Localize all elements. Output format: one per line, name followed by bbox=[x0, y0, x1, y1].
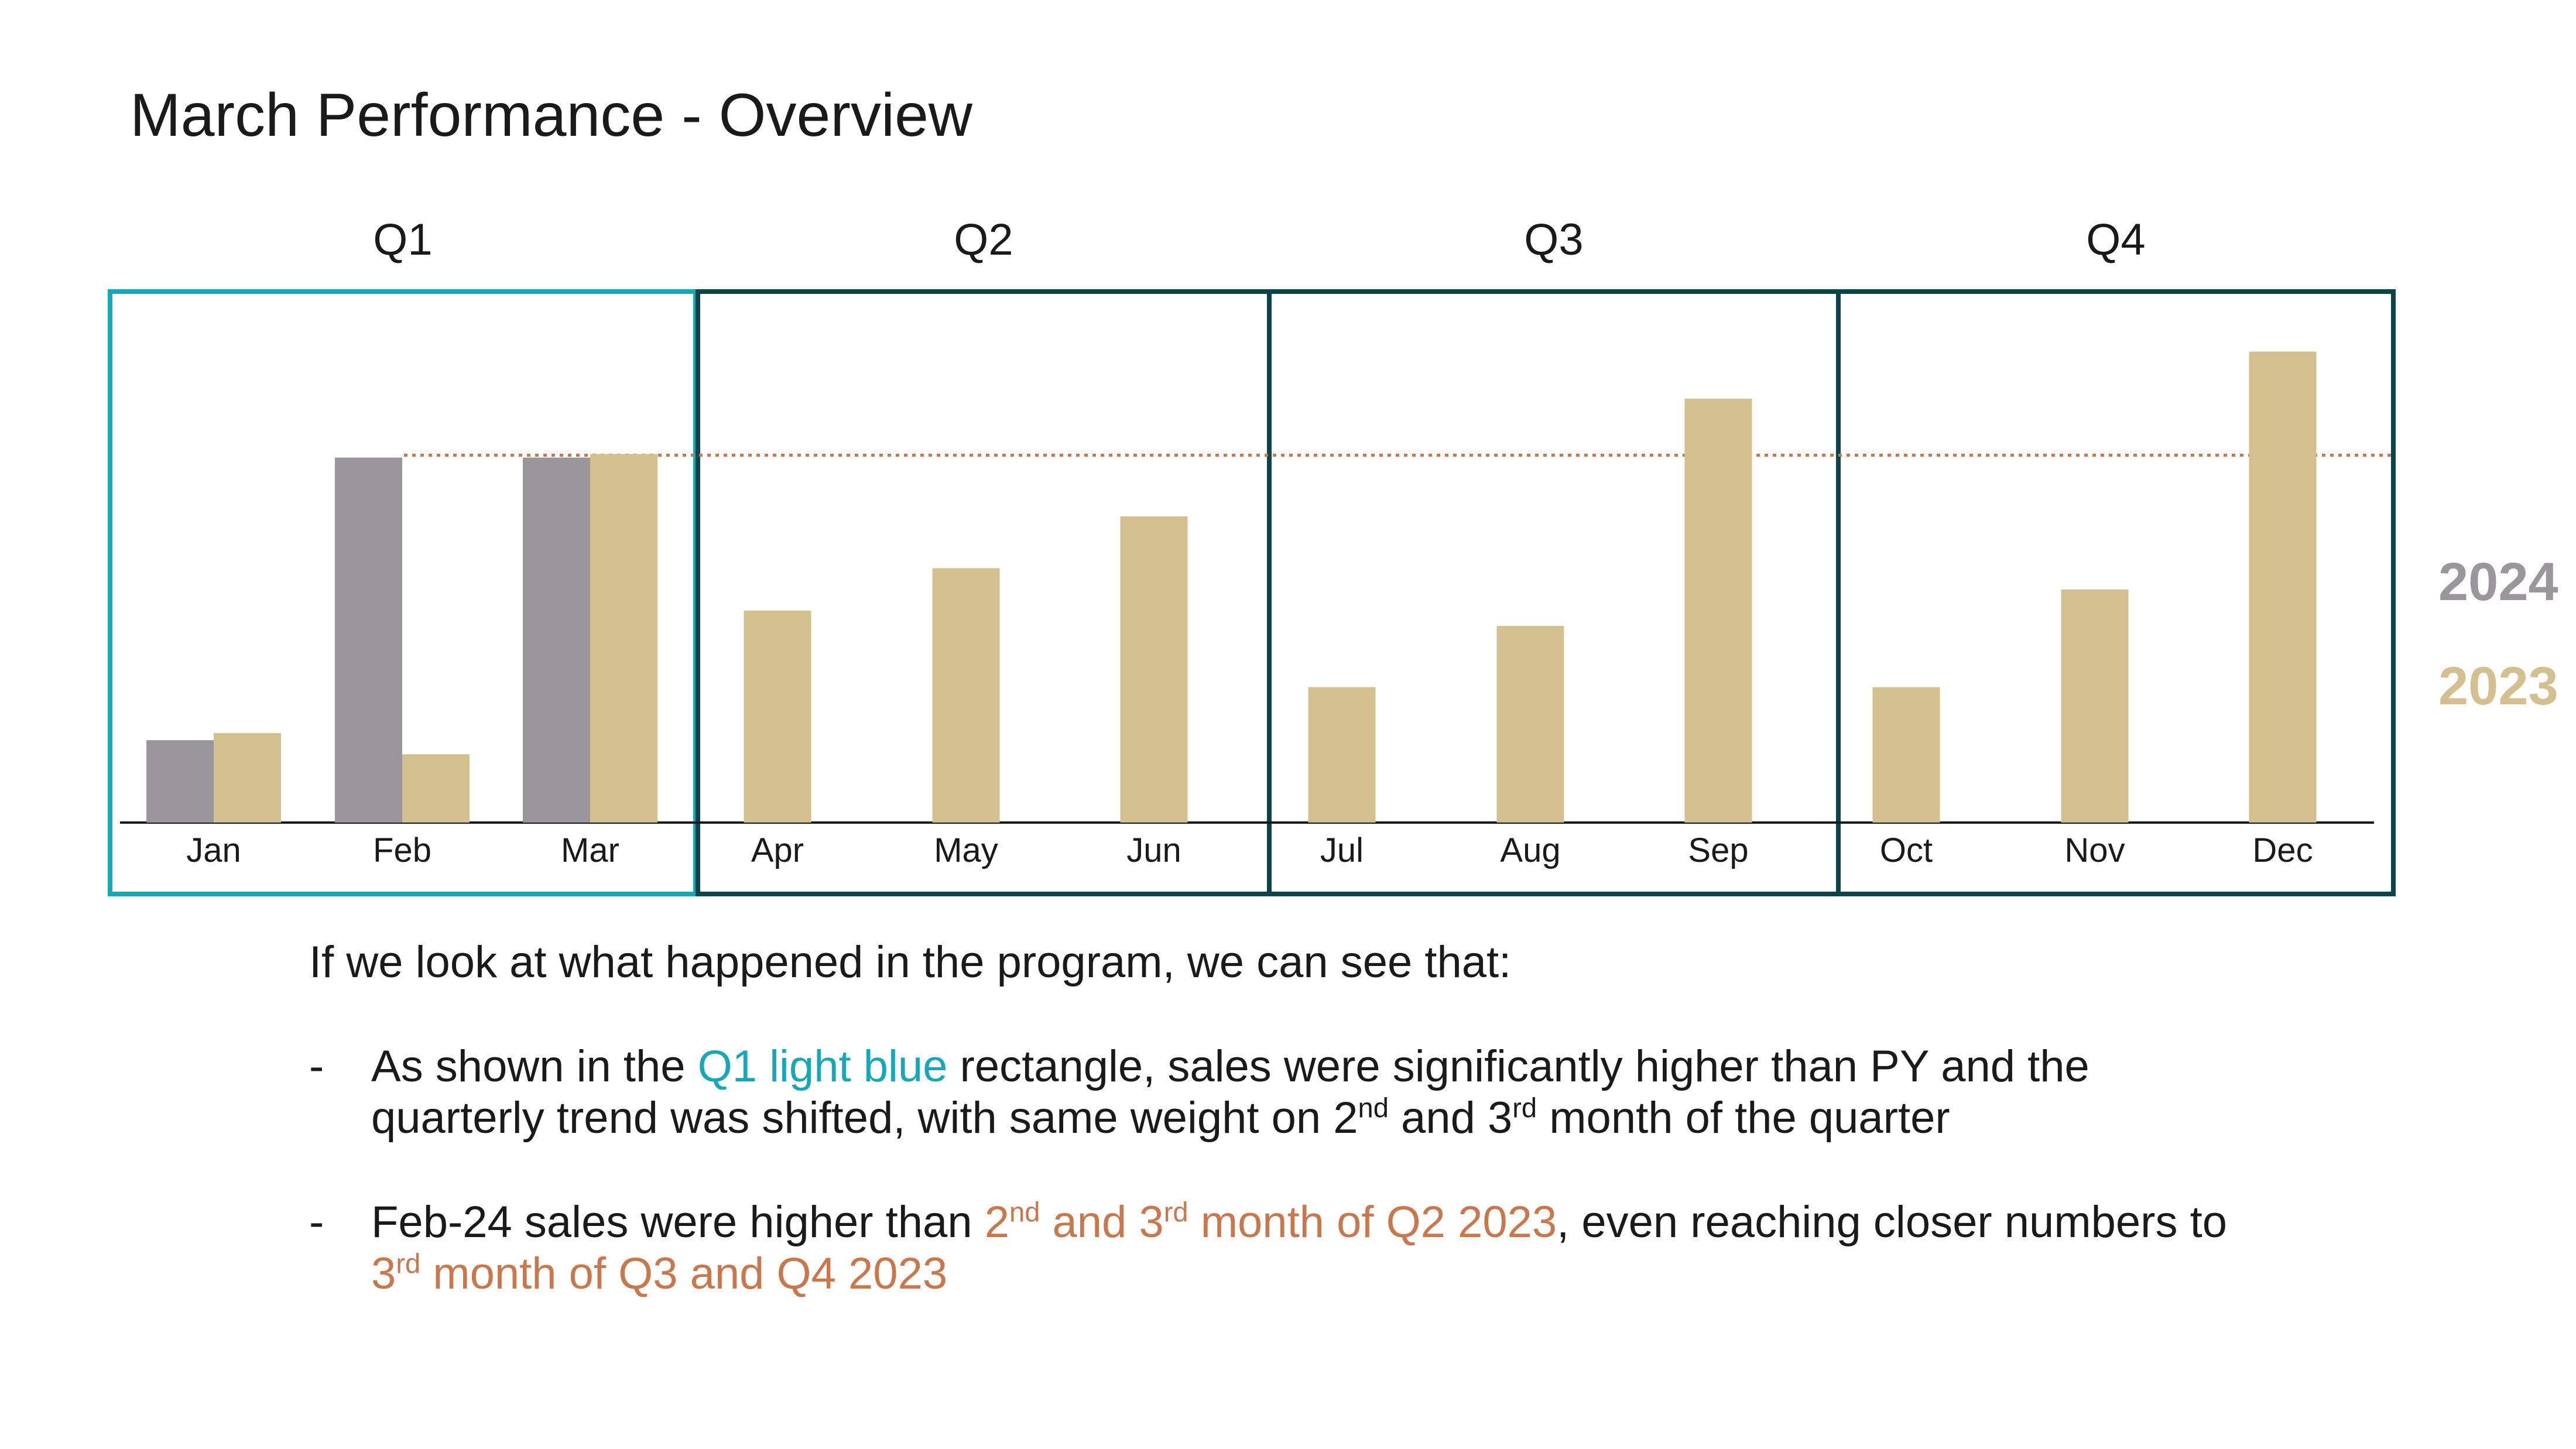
commentary: If we look at what happened in the progr… bbox=[309, 937, 2475, 1352]
bar-2023-jun bbox=[1120, 516, 1188, 823]
bullet-q1-trend: - As shown in the Q1 light blue rectangl… bbox=[309, 1041, 2475, 1144]
bar-2024-mar bbox=[523, 457, 590, 823]
tick-label-sep: Sep bbox=[1688, 831, 1748, 869]
tick-label-dec: Dec bbox=[2252, 831, 2313, 869]
tick-label-jun: Jun bbox=[1126, 831, 1181, 869]
tick-label-feb: Feb bbox=[373, 831, 431, 869]
bar-2023-jul bbox=[1308, 687, 1376, 823]
legend-2023: 2023 bbox=[2438, 656, 2558, 716]
tick-label-jan: Jan bbox=[186, 831, 241, 869]
bar-2023-jan bbox=[214, 733, 281, 823]
highlight-q2: 2nd and 3rd month of Q2 2023 bbox=[984, 1196, 1557, 1247]
page-title: March Performance - Overview bbox=[130, 81, 973, 149]
bullet-dash: - bbox=[309, 1197, 324, 1247]
tick-label-apr: Apr bbox=[751, 831, 804, 869]
bar-2024-jan bbox=[146, 740, 214, 823]
bar-2023-dec bbox=[2249, 351, 2317, 823]
legend-2024: 2024 bbox=[2438, 552, 2558, 612]
bar-2023-apr bbox=[744, 611, 811, 823]
tick-label-mar: Mar bbox=[561, 831, 619, 869]
highlight-q3-q4: 3rd month of Q3 and Q4 2023 bbox=[371, 1248, 948, 1299]
tick-label-aug: Aug bbox=[1500, 831, 1560, 869]
bullet-line: quarterly trend was shifted, with same w… bbox=[371, 1092, 1950, 1143]
bullet-dash: - bbox=[309, 1042, 324, 1091]
bar-2023-aug bbox=[1496, 626, 1564, 823]
bar-2023-mar bbox=[590, 454, 657, 823]
commentary-intro: If we look at what happened in the progr… bbox=[309, 937, 1512, 987]
tick-label-jul: Jul bbox=[1320, 831, 1364, 869]
bullet-line: As shown in the Q1 light blue rectangle,… bbox=[371, 1042, 2089, 1091]
bar-2024-feb bbox=[335, 457, 402, 823]
quarter-box-q4 bbox=[1836, 289, 2396, 896]
tick-label-oct: Oct bbox=[1880, 831, 1933, 869]
quarter-label: Q3 bbox=[1524, 215, 1583, 265]
quarter-label: Q2 bbox=[954, 215, 1013, 265]
bullet-line: Feb-24 sales were higher than 2nd and 3r… bbox=[371, 1196, 2227, 1247]
tick-label-may: May bbox=[934, 831, 998, 869]
tick-label-nov: Nov bbox=[2064, 831, 2125, 869]
quarter-label: Q1 bbox=[373, 215, 432, 265]
bar-2023-feb bbox=[402, 754, 470, 823]
bar-2023-sep bbox=[1684, 399, 1752, 823]
highlight-q1: Q1 light blue bbox=[697, 1042, 948, 1091]
quarter-label: Q4 bbox=[2086, 215, 2145, 265]
bar-2023-oct bbox=[1872, 687, 1940, 823]
bar-2023-nov bbox=[2061, 589, 2129, 823]
bar-2023-may bbox=[932, 568, 1000, 823]
monthly-sales-chart: Q1 Q2 Q3 Q4 Jan Feb Mar Apr May Jun Jul Aug Sep Oct No… bbox=[108, 215, 2558, 896]
bullet-feb-sales: - Feb-24 sales were higher than 2nd and … bbox=[309, 1197, 2475, 1300]
